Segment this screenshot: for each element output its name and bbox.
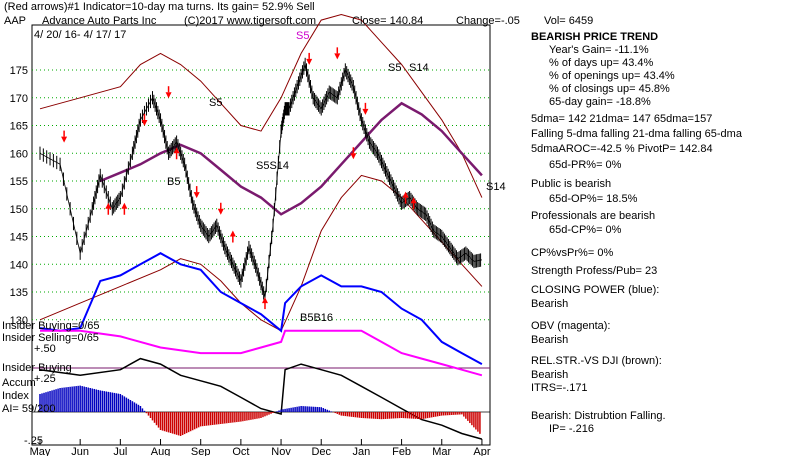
relstr-status: Bearish [531, 369, 569, 381]
signal-arrow [334, 53, 341, 60]
change-value: Change=-.05 [456, 15, 520, 27]
y-tick-label: 145 [10, 232, 28, 244]
y-tick-label: 165 [10, 121, 28, 133]
x-tick-label: Sep [191, 446, 211, 456]
signal-arrow [217, 208, 224, 215]
insider-selling-count: Insider Selling=0/65 [2, 332, 99, 344]
close-price: Close= 140.84 [352, 15, 424, 27]
x-tick-label: Oct [232, 446, 249, 456]
signal-arrow [141, 119, 148, 126]
public-bearish: Public is bearish [531, 178, 612, 190]
y-tick-label: 155 [10, 176, 28, 188]
signal-s5-aug: S5 [209, 97, 223, 109]
accum-label: Accum [2, 377, 36, 389]
signal-s5s14: S5S14 [256, 160, 290, 172]
obv-line [40, 329, 483, 377]
aroc-pivot: 5dmaAROC=-42.5 % PivotP= 142.84 [531, 143, 713, 155]
ai-label: AI= 59/200 [2, 403, 56, 415]
strength-ratio: Strength Profess/Pub= 23 [531, 265, 658, 277]
signal-arrow [410, 197, 417, 204]
upper-band-line [39, 13, 483, 198]
falling-dma: Falling 5-dma falling 21-dma falling 65-… [531, 128, 742, 140]
signal-arrow [402, 191, 409, 198]
x-tick-label: May [30, 446, 51, 456]
y-tick-label: 135 [10, 287, 28, 299]
professionals-bearish: Professionals are bearish [531, 210, 656, 222]
y-tick-label: 130 [10, 315, 28, 327]
date-range: 4/ 20/ 16- 4/ 17/ 17 [34, 29, 127, 41]
op-65d: 65d-OP%= 18.5% [549, 193, 638, 205]
x-tick-label: Dec [311, 446, 331, 456]
y-tick-label: 175 [10, 65, 28, 77]
x-tick-label: Apr [473, 446, 490, 456]
signal-arrow [121, 202, 128, 209]
signal-arrow [61, 136, 68, 143]
signal-s5-jan: S5 [388, 62, 402, 74]
ticker-label: AAP [4, 15, 27, 27]
closings-up: % of closings up= 45.8% [549, 83, 670, 95]
x-tick-label: Feb [392, 446, 411, 456]
plus25-label: +.25 [34, 373, 56, 385]
signal-arrow [173, 147, 180, 154]
signal-arrow [261, 297, 268, 304]
accum-index-layer [32, 385, 490, 436]
pr-65d: 65d-PR%= 0% [549, 159, 622, 171]
closing-power-line [39, 252, 483, 365]
cp-65d: 65d-CP%= 0% [549, 224, 622, 236]
signal-arrow [165, 92, 172, 99]
ma65-line [99, 101, 483, 216]
itrs-value: ITRS=-.171 [531, 382, 588, 394]
grid-lines: 130 135 140 145 150 155 160 165 170 175 May Jun Jul A… [10, 24, 491, 456]
x-tick-label: Nov [271, 446, 291, 456]
closing-power-status: Bearish [531, 298, 569, 310]
obv-label: OBV (magenta): [531, 320, 611, 332]
y-tick-label: 160 [10, 148, 28, 160]
copyright-label: (C)2017 www.tigersoft.com [184, 15, 317, 27]
volume-value: Vol= 6459 [544, 15, 594, 27]
ip-value: IP= -.216 [549, 423, 594, 435]
plot-frame [31, 24, 491, 446]
x-tick-label: Mar [432, 446, 451, 456]
insider-buying-count: Insider Buying=0/65 [2, 320, 100, 332]
signal-s14-jan: S14 [409, 62, 429, 74]
relstr-label: REL.STR.-VS DJI (brown): [531, 355, 662, 367]
signal-b5b16: B5B16 [300, 312, 334, 324]
days-up: % of days up= 43.4% [549, 57, 654, 69]
panel-title: BEARISH PRICE TREND [531, 31, 659, 43]
x-tick-label: Jan [353, 446, 371, 456]
lower-band-line [39, 174, 483, 332]
signal-arrow [193, 192, 200, 199]
signal-s5-top: S5 [296, 30, 310, 42]
x-tick-label: Jul [113, 446, 127, 456]
distribution-status: Bearish: Distrubtion Falling. [531, 410, 666, 422]
years-gain: Year's Gain= -11.1% [549, 44, 649, 56]
x-tick-label: Aug [151, 446, 171, 456]
y-tick-label: 150 [10, 204, 28, 216]
cp-vs-pr: CP%vsPr%= 0% [531, 247, 614, 259]
signal-arrow [105, 202, 112, 209]
signal-arrow [362, 108, 369, 115]
minus25-label: -.25 [24, 435, 43, 447]
insider-buying-label: Insider Buying [2, 362, 72, 374]
bands-layer [39, 13, 483, 332]
signal-b5: B5 [167, 176, 181, 188]
dma-values: 5dma= 142 21dma= 147 65dma=157 [531, 113, 713, 125]
company-name: Advance Auto Parts Inc [42, 15, 157, 27]
series-layer [39, 47, 483, 440]
closing-power-label: CLOSING POWER (blue): [531, 284, 660, 296]
gain-65day: 65-day gain= -18.8% [549, 96, 651, 108]
x-tick-label: Jun [71, 446, 89, 456]
y-tick-label: 140 [10, 259, 28, 271]
signal-s14-apr: S14 [486, 181, 506, 193]
signal-arrow [229, 230, 236, 237]
plus50-label: +.50 [34, 343, 56, 355]
obv-status: Bearish [531, 334, 569, 346]
y-tick-label: 170 [10, 93, 28, 105]
header-indicator-line: (Red arrows)#1 Indicator=10-day ma turns… [4, 1, 315, 13]
openings-up: % of openings up= 43.4% [549, 70, 675, 82]
index-label: Index [2, 390, 29, 402]
signal-arrow [306, 58, 313, 65]
signal-arrow [350, 153, 357, 160]
